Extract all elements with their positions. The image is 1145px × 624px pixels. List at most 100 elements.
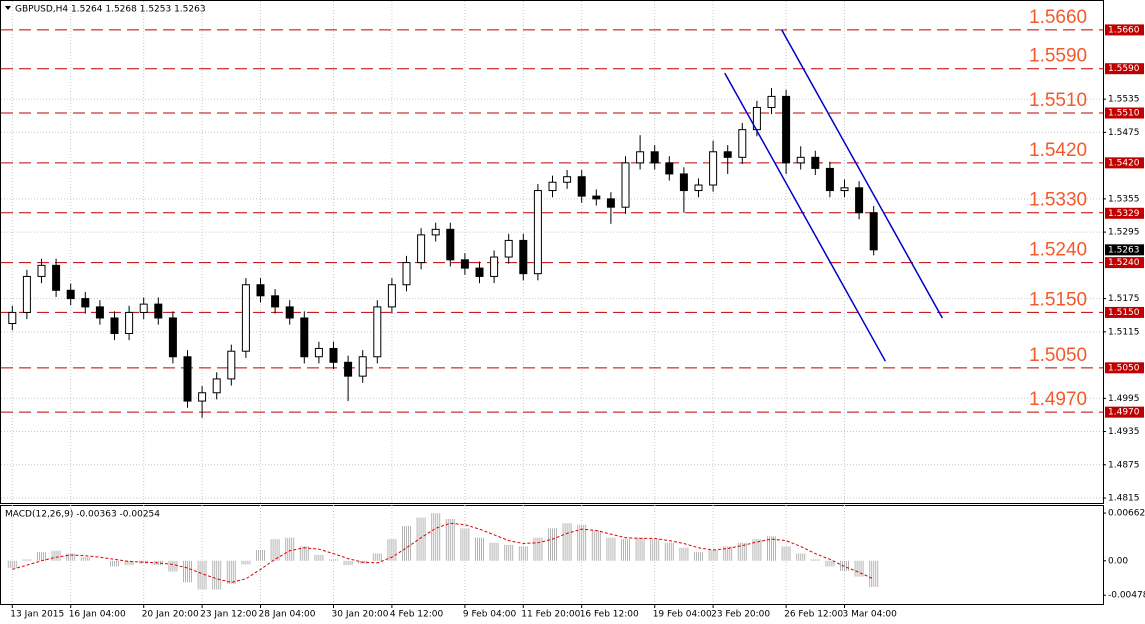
x-tick-label: 13 Jan 2015	[10, 610, 64, 620]
price-tag-label: 1.5050	[1108, 363, 1140, 373]
candle-body	[125, 311, 134, 334]
candle-body	[271, 295, 280, 308]
candle-body	[533, 190, 542, 275]
price-tag	[1105, 362, 1144, 374]
y-tick-label: 1.5115	[1108, 327, 1140, 337]
candle-body	[504, 239, 513, 258]
candle-body	[95, 306, 104, 319]
level-label: 1.4970	[1029, 389, 1087, 410]
price-tag	[1105, 157, 1144, 169]
candle-body	[198, 392, 207, 402]
candle-body	[840, 187, 849, 192]
x-tick-label: 23 Jan 12:00	[200, 610, 257, 620]
candle-body	[563, 176, 572, 183]
candle-body	[387, 284, 396, 308]
y-tick-label: 1.5475	[1108, 128, 1140, 138]
price-tag	[1105, 207, 1144, 219]
candle-body	[8, 311, 17, 325]
candle-body	[767, 95, 776, 108]
candle-body	[577, 176, 586, 197]
level-label: 1.5590	[1029, 46, 1087, 67]
candle-body	[679, 173, 688, 192]
candle-body	[490, 256, 499, 277]
y-tick-label: 1.4995	[1108, 394, 1140, 404]
level-label: 1.5150	[1029, 289, 1087, 310]
candle-body	[402, 262, 411, 286]
candle-body	[110, 317, 119, 334]
x-tick-label: 28 Jan 04:00	[259, 610, 316, 620]
trend-line	[781, 29, 943, 319]
candle-body	[855, 187, 864, 214]
price-tag	[1105, 107, 1144, 119]
candle-body	[52, 264, 61, 291]
signal-line	[12, 522, 874, 583]
price-tag	[1105, 257, 1144, 269]
price-tag-label: 1.5420	[1108, 158, 1140, 168]
candle-body	[241, 284, 250, 352]
price-tag-label: 1.5263	[1108, 245, 1140, 255]
y-tick-label: 1.4875	[1108, 460, 1140, 470]
candle-body	[738, 129, 747, 158]
candle-body	[373, 306, 382, 358]
x-tick-label: 19 Feb 04:00	[653, 610, 712, 620]
price-tag-label: 1.5329	[1108, 209, 1140, 219]
candle-body	[329, 347, 338, 363]
candle-body	[344, 361, 353, 377]
candle-body	[154, 303, 163, 319]
level-label: 1.5330	[1029, 190, 1087, 211]
level-label: 1.5240	[1029, 240, 1087, 261]
candle-body	[665, 162, 674, 175]
candle-body	[37, 264, 46, 277]
level-label: 1.5050	[1029, 345, 1087, 366]
candle-body	[694, 184, 703, 192]
x-tick-label: 20 Jan 20:00	[142, 610, 199, 620]
candle-body	[300, 317, 309, 358]
candle-body	[285, 306, 294, 319]
candle-body	[592, 195, 601, 200]
price-tag-label: 1.5510	[1108, 109, 1140, 119]
level-label: 1.5510	[1029, 90, 1087, 111]
candle-body	[825, 167, 834, 192]
candle-body	[446, 228, 455, 261]
price-tag	[1105, 306, 1144, 318]
price-tag	[1105, 244, 1144, 256]
candle-body	[650, 151, 659, 164]
price-tag-label: 1.5590	[1108, 64, 1140, 74]
candle-body	[81, 298, 90, 308]
price-tag-label: 1.5660	[1108, 25, 1140, 35]
level-label: 1.5660	[1029, 7, 1087, 28]
candle-body	[227, 350, 236, 380]
candle-body	[139, 303, 148, 313]
candle-body	[66, 289, 75, 300]
candle-body	[636, 151, 645, 164]
x-tick-label: 16 Jan 04:00	[69, 610, 126, 620]
main-panel	[0, 0, 1104, 504]
candle-body	[782, 95, 791, 164]
candle-body	[314, 347, 323, 358]
candle-body	[548, 181, 557, 192]
candle-body	[811, 156, 820, 169]
price-tag-label: 1.4970	[1108, 408, 1140, 418]
candle-body	[22, 275, 31, 313]
price-tag	[1105, 24, 1144, 36]
x-tick-label: 23 Feb 20:00	[711, 610, 770, 620]
candle-body	[709, 151, 718, 186]
candle-body	[475, 267, 484, 277]
level-label: 1.5420	[1029, 140, 1087, 161]
y-tick-label: 0.00	[1108, 556, 1128, 566]
x-tick-label: 11 Feb 20:00	[521, 610, 580, 620]
y-tick-label: 1.5535	[1108, 95, 1140, 105]
y-tick-label: 1.4815	[1108, 494, 1140, 504]
candle-body	[212, 378, 221, 394]
menu-triangle	[5, 6, 11, 10]
candle-body	[723, 151, 732, 158]
x-tick-label: 16 Feb 12:00	[580, 610, 639, 620]
candle-body	[460, 259, 469, 269]
y-tick-label: -0.00478	[1108, 591, 1145, 601]
candle-body	[621, 162, 630, 208]
y-tick-label: 1.5355	[1108, 194, 1140, 204]
candle-body	[519, 239, 528, 275]
y-tick-label: 1.5295	[1108, 228, 1140, 238]
